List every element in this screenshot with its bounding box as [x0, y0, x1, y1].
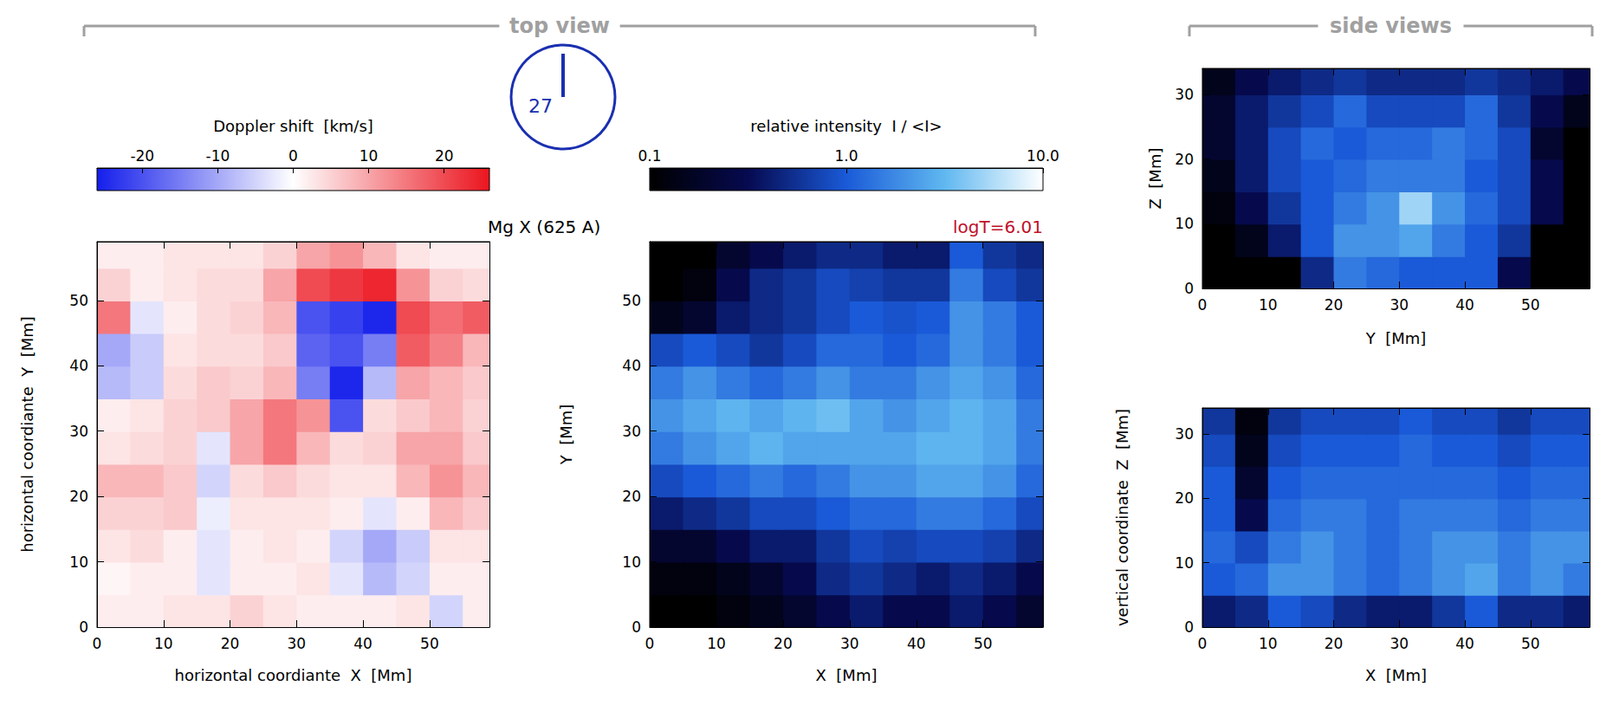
- svg-text:10: 10: [706, 634, 726, 653]
- svg-text:0.1: 0.1: [637, 147, 661, 165]
- svg-text:20: 20: [1324, 634, 1344, 653]
- svg-text:10.0: 10.0: [1026, 147, 1060, 165]
- svg-text:20: 20: [621, 487, 642, 506]
- svg-text:-10: -10: [205, 147, 230, 165]
- svg-text:10: 10: [1258, 296, 1278, 314]
- svg-text:X [Mm]: X [Mm]: [816, 666, 878, 685]
- svg-text:Z [Mm]: Z [Mm]: [1146, 148, 1165, 210]
- svg-text:10: 10: [359, 147, 379, 165]
- svg-text:1.0: 1.0: [834, 147, 858, 165]
- svg-text:0: 0: [1184, 618, 1194, 636]
- svg-text:0: 0: [1198, 296, 1208, 314]
- svg-text:0: 0: [645, 634, 655, 653]
- svg-text:X [Mm]: X [Mm]: [1365, 666, 1427, 685]
- svg-text:30: 30: [69, 422, 89, 441]
- svg-text:50: 50: [1521, 296, 1541, 314]
- svg-text:30: 30: [287, 634, 307, 653]
- svg-text:30: 30: [840, 634, 860, 653]
- svg-text:30: 30: [621, 422, 642, 441]
- svg-text:vertical coordinate Z [Mm]: vertical coordinate Z [Mm]: [1113, 408, 1132, 627]
- svg-text:0: 0: [288, 147, 298, 165]
- svg-text:20: 20: [1324, 296, 1344, 314]
- svg-text:Y [Mm]: Y [Mm]: [557, 404, 576, 467]
- svg-text:10: 10: [69, 553, 89, 571]
- svg-text:0: 0: [92, 634, 103, 653]
- svg-text:horizontal coordiante Y [Mm]: horizontal coordiante Y [Mm]: [18, 316, 37, 553]
- svg-text:relative intensity I / <I>: relative intensity I / <I>: [750, 116, 942, 136]
- svg-text:40: 40: [1455, 296, 1475, 314]
- svg-text:50: 50: [420, 634, 440, 653]
- svg-text:40: 40: [621, 356, 642, 375]
- svg-text:50: 50: [973, 634, 993, 653]
- svg-text:20: 20: [434, 147, 454, 165]
- svg-text:40: 40: [1455, 634, 1475, 653]
- svg-text:30: 30: [1174, 425, 1194, 443]
- svg-text:10: 10: [1258, 634, 1278, 653]
- svg-text:20: 20: [69, 487, 89, 506]
- svg-text:30: 30: [1389, 634, 1409, 653]
- svg-text:side views: side views: [1329, 13, 1452, 39]
- svg-text:20: 20: [1174, 489, 1194, 507]
- svg-text:10: 10: [1174, 214, 1194, 233]
- svg-text:20: 20: [1174, 150, 1194, 169]
- svg-text:Mg X (625 A): Mg X (625 A): [487, 216, 601, 238]
- svg-text:0: 0: [78, 618, 89, 636]
- svg-text:50: 50: [621, 291, 642, 310]
- svg-text:0: 0: [1198, 634, 1208, 653]
- svg-text:40: 40: [353, 634, 373, 653]
- svg-text:Y [Mm]: Y [Mm]: [1365, 329, 1427, 348]
- svg-text:top view: top view: [509, 13, 610, 39]
- svg-text:20: 20: [220, 634, 240, 653]
- svg-text:50: 50: [69, 291, 89, 310]
- svg-text:0: 0: [631, 618, 642, 636]
- svg-text:30: 30: [1174, 85, 1194, 104]
- svg-text:40: 40: [906, 634, 927, 653]
- svg-text:horizontal coordiante X [Mm]: horizontal coordiante X [Mm]: [174, 666, 413, 685]
- svg-text:-20: -20: [129, 147, 155, 165]
- svg-text:50: 50: [1521, 634, 1541, 653]
- svg-text:0: 0: [1184, 279, 1194, 298]
- svg-text:40: 40: [69, 356, 89, 375]
- svg-text:27: 27: [528, 95, 553, 117]
- svg-text:10: 10: [1174, 554, 1194, 572]
- svg-text:20: 20: [773, 634, 793, 653]
- svg-text:30: 30: [1389, 296, 1409, 314]
- svg-text:Doppler shift [km/s]: Doppler shift [km/s]: [213, 116, 374, 136]
- svg-text:10: 10: [621, 553, 642, 571]
- svg-text:10: 10: [154, 634, 174, 653]
- svg-text:logT=6.01: logT=6.01: [952, 216, 1043, 238]
